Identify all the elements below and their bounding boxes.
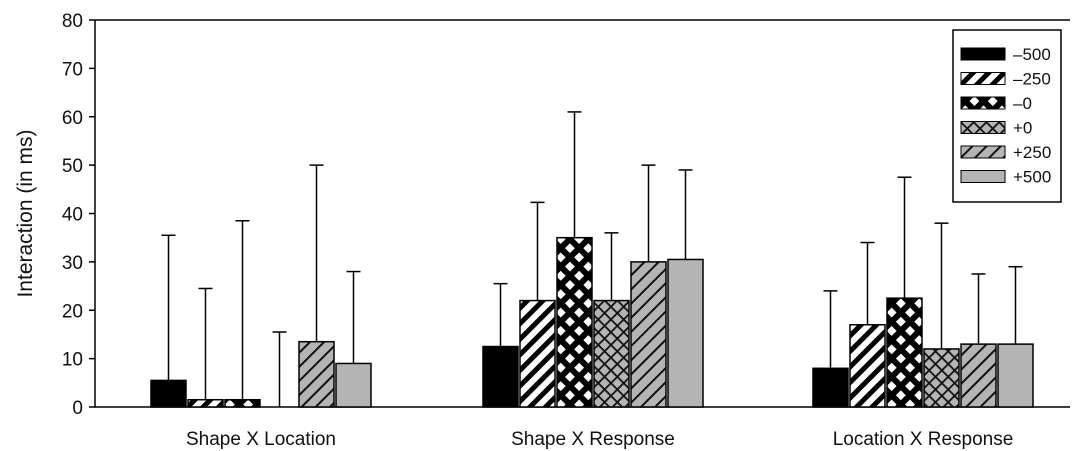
legend-label: –0 (1013, 94, 1032, 113)
x-category-label: Shape X Location (186, 429, 336, 450)
legend-label: +0 (1013, 119, 1032, 138)
bar (224, 398, 261, 408)
y-tick-label: 20 (62, 301, 83, 322)
legend-swatch (960, 121, 1006, 134)
y-tick-label: 60 (62, 108, 83, 129)
y-tick-label: 70 (62, 59, 83, 80)
bar (335, 362, 372, 408)
y-tick-label: 40 (62, 205, 83, 226)
y-tick-label: 80 (62, 11, 83, 32)
error-bars (161, 111, 1023, 407)
legend: –500 –250 –0 +0 +250 +500 (952, 29, 1062, 203)
bar (812, 367, 849, 408)
legend-swatch (960, 145, 1006, 159)
y-tick-label: 30 (62, 253, 83, 274)
legend-swatch (960, 47, 1006, 61)
bar (923, 348, 960, 408)
bar (886, 297, 923, 408)
y-tick-label: 50 (62, 156, 83, 177)
y-tick-label: 0 (72, 398, 83, 419)
legend-swatch (960, 96, 1006, 110)
bar (997, 343, 1034, 408)
bar (150, 379, 187, 408)
bar (960, 343, 997, 408)
legend-label: –500 (1013, 45, 1051, 64)
bar (849, 324, 886, 408)
legend-label: +250 (1013, 143, 1051, 162)
y-tick-label: 10 (62, 350, 83, 371)
bar (482, 345, 519, 408)
legend-label: –250 (1013, 70, 1051, 89)
bar (298, 340, 335, 408)
x-category-label: Location X Response (833, 429, 1014, 450)
legend-swatch (960, 170, 1006, 183)
bar (667, 258, 704, 408)
bar (187, 398, 224, 408)
legend-label: +500 (1013, 168, 1051, 187)
bar (630, 261, 667, 408)
bar (593, 299, 630, 408)
labels: 0 10 20 30 40 50 60 70 80 Interaction (in ms) Shap… (14, 11, 1013, 450)
y-axis-title: Interaction (in ms) (14, 129, 37, 297)
bars (150, 236, 1034, 408)
bar (519, 299, 556, 408)
x-category-label: Shape X Response (511, 429, 675, 450)
bar (556, 236, 593, 408)
legend-swatch (960, 72, 1006, 85)
